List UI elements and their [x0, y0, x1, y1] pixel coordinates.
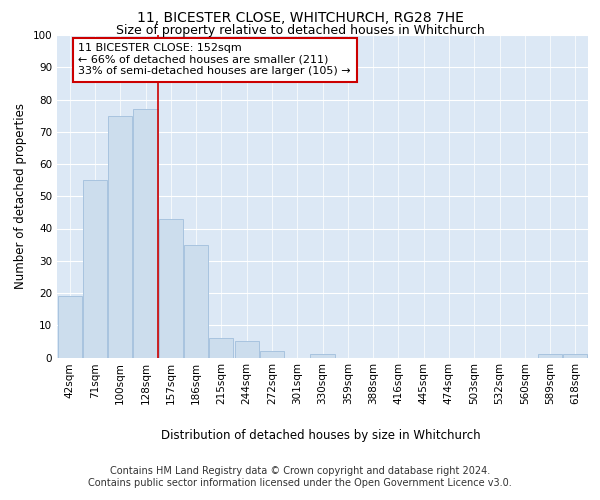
Text: Contains HM Land Registry data © Crown copyright and database right 2024.
Contai: Contains HM Land Registry data © Crown c… — [88, 466, 512, 487]
Bar — [260, 351, 284, 358]
Text: 11 BICESTER CLOSE: 152sqm
← 66% of detached houses are smaller (211)
33% of semi: 11 BICESTER CLOSE: 152sqm ← 66% of detac… — [79, 43, 351, 76]
Text: Size of property relative to detached houses in Whitchurch: Size of property relative to detached ho… — [116, 24, 484, 37]
Bar — [108, 116, 132, 358]
Text: 11, BICESTER CLOSE, WHITCHURCH, RG28 7HE: 11, BICESTER CLOSE, WHITCHURCH, RG28 7HE — [137, 12, 463, 26]
Bar — [133, 109, 158, 358]
Y-axis label: Number of detached properties: Number of detached properties — [14, 104, 27, 289]
Bar — [209, 338, 233, 357]
Bar — [563, 354, 587, 358]
Text: Distribution of detached houses by size in Whitchurch: Distribution of detached houses by size … — [161, 430, 481, 442]
Bar — [58, 296, 82, 358]
Bar — [184, 244, 208, 358]
Bar — [83, 180, 107, 358]
Bar — [235, 342, 259, 357]
Bar — [159, 219, 183, 358]
Bar — [538, 354, 562, 358]
Bar — [310, 354, 335, 358]
